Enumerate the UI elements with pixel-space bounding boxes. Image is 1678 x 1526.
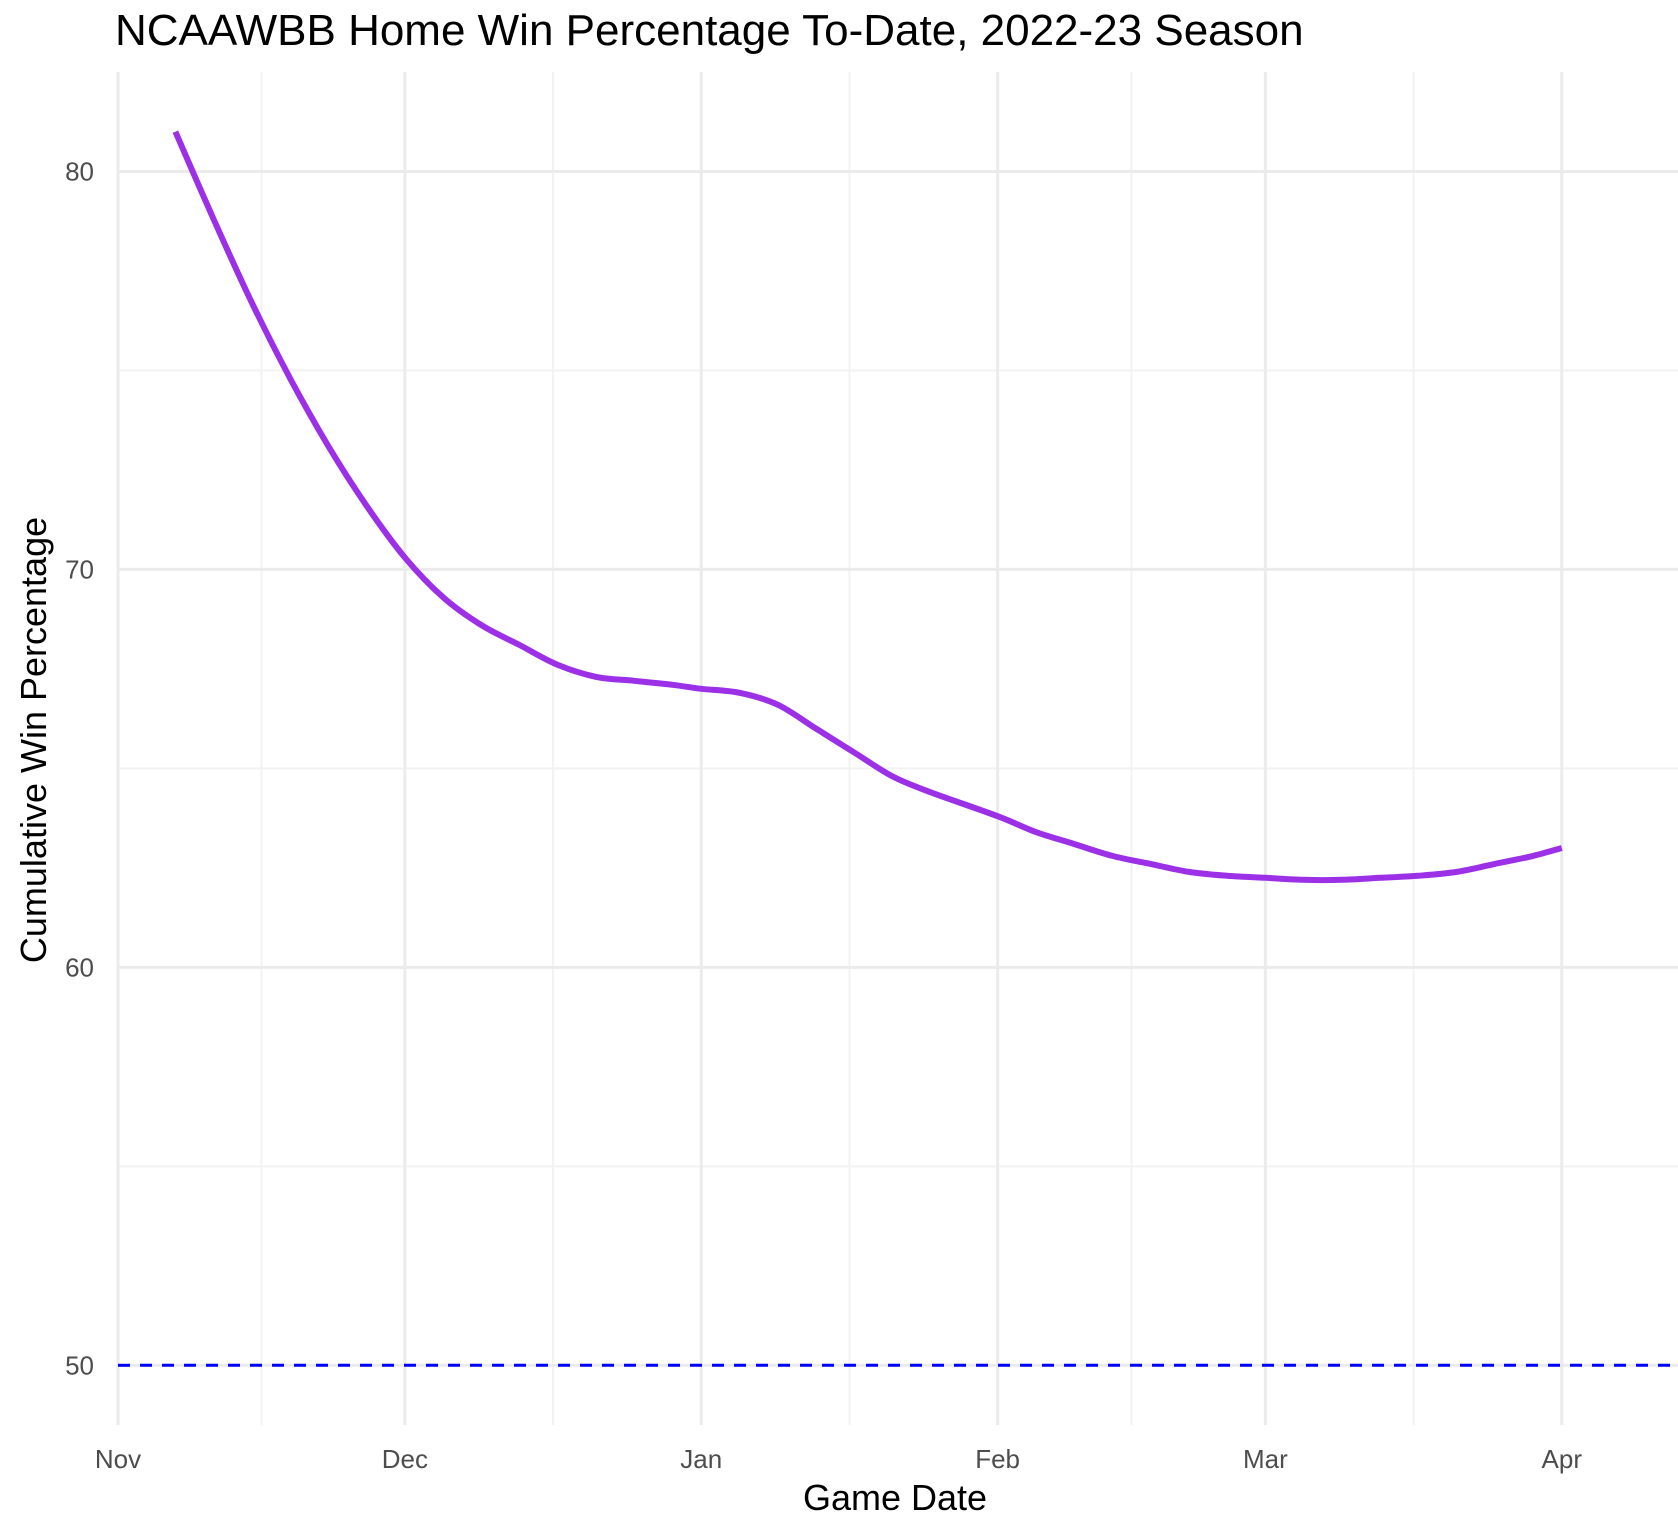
x-tick-label-apr: Apr: [1542, 1444, 1583, 1474]
x-tick-label-jan: Jan: [680, 1444, 722, 1474]
y-axis-title: Cumulative Win Percentage: [13, 517, 54, 963]
major-gridlines: [116, 72, 1678, 1425]
x-tick-label-nov: Nov: [95, 1444, 141, 1474]
x-tick-label-mar: Mar: [1243, 1444, 1288, 1474]
y-axis-ticks: 50 60 70 80: [65, 156, 94, 1380]
x-axis-ticks: Nov Dec Jan Feb Mar Apr: [95, 1444, 1582, 1474]
chart-title: NCAAWBB Home Win Percentage To-Date, 202…: [115, 6, 1304, 55]
series-layer: [172, 130, 1563, 884]
x-tick-label-feb: Feb: [975, 1444, 1020, 1474]
series-line-0: [172, 130, 1563, 884]
y-tick-label-60: 60: [65, 952, 94, 982]
y-tick-label-50: 50: [65, 1350, 94, 1380]
x-axis-title: Game Date: [803, 1477, 987, 1518]
x-tick-label-dec: Dec: [382, 1444, 428, 1474]
minor-gridlines: [118, 72, 1678, 1425]
y-tick-label-70: 70: [65, 554, 94, 584]
y-tick-label-80: 80: [65, 156, 94, 186]
